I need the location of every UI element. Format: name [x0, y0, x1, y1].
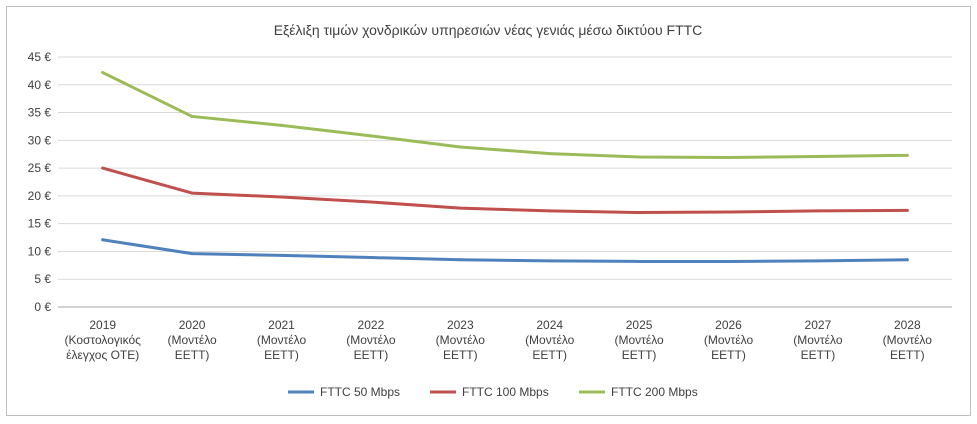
y-tick-label: 10 €: [28, 244, 52, 258]
x-tick-label-line: 2028: [894, 318, 921, 332]
data-point: [101, 238, 105, 242]
x-tick-label-line: (Μοντέλο: [346, 333, 396, 347]
legend-item: FTTC 200 Mbps: [579, 385, 698, 399]
legend: FTTC 50 Mbps FTTC 100 Mbps FTTC 200 Mbps: [288, 385, 698, 399]
y-tick-label: 5 €: [34, 272, 51, 286]
x-tick-label-line: (Κοστολογικός: [64, 333, 141, 347]
x-tick-label-line: (Μοντέλο: [525, 333, 575, 347]
series-line-3: [101, 71, 909, 160]
x-tick-label: 2026 (Μοντέλο ΕΕΤΤ): [704, 318, 754, 362]
legend-label: FTTC 100 Mbps: [462, 385, 549, 399]
data-point: [369, 256, 373, 260]
x-tick-label-line: ΕΕΤΤ): [264, 348, 299, 362]
data-point: [101, 166, 105, 170]
x-tick-label: 2027 (Μοντέλο ΕΕΤΤ): [793, 318, 843, 362]
x-tick-label-line: ΕΕΤΤ): [622, 348, 657, 362]
data-point: [727, 210, 730, 214]
x-tick-label-line: έλεγχος ΟΤΕ): [66, 348, 139, 362]
x-tick-label-line: ΕΕΤΤ): [890, 348, 925, 362]
x-tick-label: 2019 (Κοστολογικός έλεγχος ΟΤΕ): [64, 318, 141, 362]
x-tick-label-line: 2020: [179, 318, 206, 332]
data-point: [548, 259, 552, 263]
x-tick-label-line: (Μοντέλο: [436, 333, 486, 347]
legend-item: FTTC 100 Mbps: [430, 385, 549, 399]
chart-title: Εξέλιξη τιμών χονδρικών υπηρεσιών νέας γ…: [274, 22, 703, 38]
data-point: [637, 211, 641, 215]
series-lines: [101, 71, 909, 263]
data-point: [280, 195, 283, 199]
x-tick-label-line: 2025: [626, 318, 653, 332]
x-tick-label-line: ΕΕΤΤ): [532, 348, 567, 362]
data-point: [727, 156, 730, 160]
x-tick-label: 2028 (Μοντέλο ΕΕΤΤ): [883, 318, 933, 362]
x-tick-label-line: 2023: [447, 318, 474, 332]
x-tick-label-line: (Μοντέλο: [883, 333, 933, 347]
legend-label: FTTC 50 Mbps: [320, 385, 400, 399]
y-tick-label: 20 €: [28, 189, 52, 203]
x-tick-label-line: 2019: [89, 318, 116, 332]
data-point: [548, 152, 552, 156]
x-tick-label-line: 2021: [268, 318, 295, 332]
x-tick-label-line: (Μοντέλο: [614, 333, 664, 347]
data-point: [816, 259, 820, 263]
y-tick-label: 15 €: [28, 217, 52, 231]
gridlines: [58, 56, 952, 308]
data-point: [190, 252, 194, 256]
y-tick-label: 25 €: [28, 161, 52, 175]
x-tick-label-line: ΕΕΤΤ): [175, 348, 210, 362]
legend-label: FTTC 200 Mbps: [611, 385, 698, 399]
data-point: [816, 154, 820, 158]
y-tick-label: 0 €: [34, 300, 51, 314]
x-tick-label: 2021 (Μοντέλο ΕΕΤΤ): [257, 318, 307, 362]
data-point: [369, 134, 373, 138]
data-point: [637, 155, 641, 159]
data-point: [280, 123, 283, 127]
x-tick-label-line: 2022: [358, 318, 385, 332]
x-tick-label-line: (Μοντέλο: [257, 333, 307, 347]
x-tick-label-line: ΕΕΤΤ): [354, 348, 389, 362]
data-point: [190, 191, 194, 195]
x-tick-label-line: ΕΕΤΤ): [711, 348, 746, 362]
x-tick-label: 2025 (Μοντέλο ΕΕΤΤ): [614, 318, 664, 362]
x-tick-label-line: (Μοντέλο: [167, 333, 217, 347]
x-tick-label-line: 2026: [715, 318, 742, 332]
x-tick-label-line: 2024: [536, 318, 563, 332]
data-point: [727, 259, 730, 263]
y-tick-label: 30 €: [28, 133, 52, 147]
x-tick-label-line: ΕΕΤΤ): [443, 348, 478, 362]
data-point: [816, 209, 820, 213]
y-tick-label: 45 €: [28, 50, 52, 64]
y-tick-label: 35 €: [28, 106, 52, 120]
x-tick-label: 2020 (Μοντέλο ΕΕΤΤ): [167, 318, 217, 362]
series-line-1: [101, 238, 909, 263]
x-tick-label: 2022 (Μοντέλο ΕΕΤΤ): [346, 318, 396, 362]
x-tick-label: 2023 (Μοντέλο ΕΕΤΤ): [436, 318, 486, 362]
data-point: [101, 71, 105, 75]
y-tick-label: 40 €: [28, 78, 52, 92]
data-point: [458, 258, 462, 262]
x-tick-label-line: ΕΕΤΤ): [801, 348, 836, 362]
y-axis: 0 € 5 € 10 € 15 € 20 € 25 € 30 € 35 € 40 € 45 €: [28, 50, 52, 314]
data-point: [458, 206, 462, 210]
data-point: [637, 259, 641, 263]
legend-item: FTTC 50 Mbps: [288, 385, 400, 399]
data-point: [905, 208, 909, 212]
data-point: [369, 200, 373, 204]
data-point: [548, 209, 552, 213]
x-tick-label: 2024 (Μοντέλο ΕΕΤΤ): [525, 318, 575, 362]
data-point: [905, 153, 909, 157]
x-tick-label-line: (Μοντέλο: [793, 333, 843, 347]
series-line-2: [101, 166, 909, 215]
x-axis: 2019 (Κοστολογικός έλεγχος ΟΤΕ)2020 (Μοντέλ…: [64, 318, 932, 362]
x-tick-label-line: (Μοντέλο: [704, 333, 754, 347]
data-point: [905, 258, 909, 262]
data-point: [190, 114, 194, 118]
x-tick-label-line: 2027: [805, 318, 832, 332]
data-point: [458, 145, 462, 149]
data-point: [280, 253, 283, 257]
